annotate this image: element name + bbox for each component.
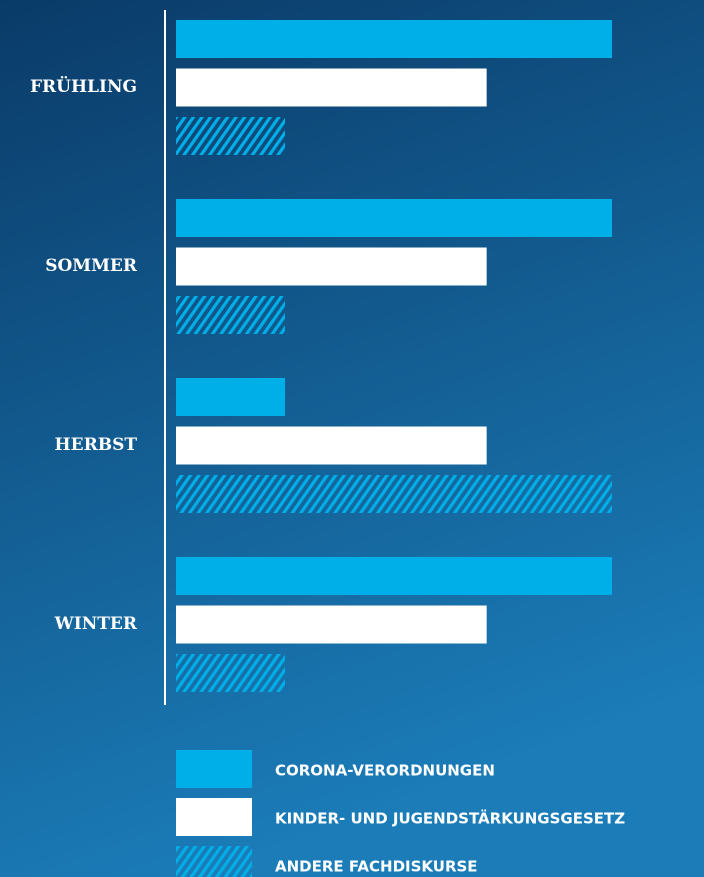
- bar: [176, 20, 612, 58]
- category-label: WINTER: [54, 614, 138, 634]
- bar: [176, 426, 487, 465]
- legend-swatch: [176, 750, 252, 788]
- category-label: FRÜHLING: [30, 76, 137, 97]
- legend-swatch: [176, 846, 252, 877]
- category-label: HERBST: [55, 435, 138, 455]
- legend-label: KINDER- UND JUGENDSTÄRKUNGSGESETZ: [275, 809, 625, 828]
- legend-swatch: [176, 798, 252, 836]
- bar: [176, 557, 612, 595]
- legend-label: ANDERE FACHDISKURSE: [275, 858, 478, 876]
- bar: [176, 654, 285, 692]
- legend-label: CORONA-VERORDNUNGEN: [275, 762, 495, 780]
- bar: [176, 475, 612, 513]
- bar: [176, 296, 285, 334]
- bar: [176, 68, 487, 107]
- bar: [176, 247, 487, 286]
- bar: [176, 117, 285, 155]
- category-label: SOMMER: [45, 256, 138, 276]
- bar: [176, 199, 612, 237]
- bar: [176, 605, 487, 644]
- bar: [176, 378, 285, 416]
